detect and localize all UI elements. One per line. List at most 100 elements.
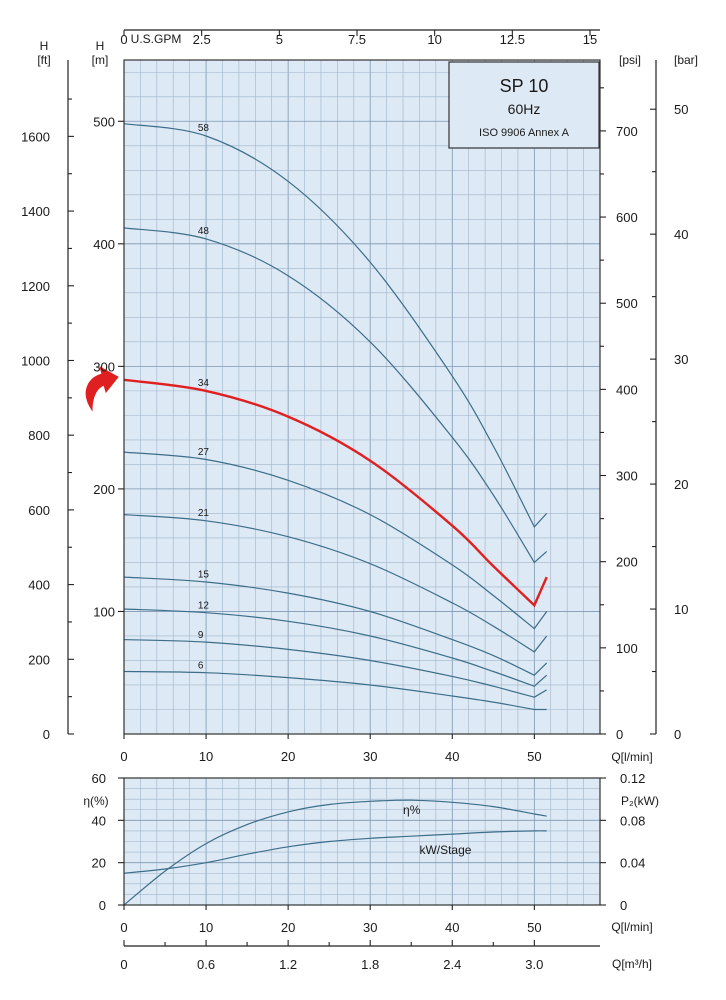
psi-unit: [psi]: [619, 53, 641, 67]
efficiency-curve-label: η%: [403, 803, 421, 817]
q-tick-label: 40: [445, 920, 459, 935]
bar-unit: [bar]: [674, 53, 698, 67]
q-tick-label: 40: [445, 749, 459, 764]
q-tick-label: 50: [527, 749, 541, 764]
p2-tick-label: 0.08: [620, 813, 645, 828]
m3h-tick-label: 3.0: [525, 957, 543, 972]
head-curve-27: [123, 451, 548, 630]
p2-tick-label: 0.12: [620, 771, 645, 786]
standard-label: ISO 9906 Annex A: [479, 127, 570, 139]
gpm-unit: U.S.GPM: [131, 32, 182, 46]
q-tick-label: 0: [120, 749, 127, 764]
psi-tick-label: 500: [616, 296, 638, 311]
upper-plot-frame: [123, 59, 601, 735]
power-curve-label: kW/Stage: [419, 843, 471, 857]
head-curve-21: [123, 514, 548, 653]
h-m-tick-label: 200: [93, 482, 115, 497]
m3h-tick-label: 0: [120, 957, 127, 972]
gpm-tick-label: 7.5: [348, 32, 366, 47]
head-curve-9: [123, 639, 548, 698]
q-tick-label: 20: [281, 920, 295, 935]
gpm-tick-label: 5: [276, 32, 283, 47]
p2-tick-label: 0.04: [620, 856, 645, 871]
frequency-label: 60Hz: [508, 101, 541, 117]
psi-tick-label: 300: [616, 469, 638, 484]
highlight-arrow-icon: [85, 365, 119, 412]
power-curve: [123, 830, 547, 874]
psi-tick-label: 200: [616, 555, 638, 570]
h-ft-tick-label: 1600: [21, 129, 50, 144]
eta-tick-label: 40: [92, 813, 106, 828]
gpm-tick-label: 10: [427, 32, 441, 47]
q-m3h-label: Q[m³/h]: [612, 957, 652, 971]
psi-tick-label: 100: [616, 641, 638, 656]
h-ft-tick-label: 600: [28, 503, 50, 518]
m3h-tick-label: 0.6: [197, 957, 215, 972]
upper-plot-background: [124, 60, 600, 734]
eta-tick-label: 20: [92, 856, 106, 871]
bar-tick-label: 0: [674, 727, 681, 742]
lower-axis-ticks: 0 10 20 30 40 50 0 20 40 60 0 0.04 0.08 0.12: [92, 771, 646, 935]
h-m-unit: [m]: [92, 53, 109, 67]
h-ft-tick-label: 800: [28, 428, 50, 443]
bar-tick-label: 10: [674, 602, 688, 617]
curve-label-34: 34: [198, 378, 210, 389]
p2-axis-label: P₂(kW): [621, 794, 659, 808]
h-ft-tick-label: 1400: [21, 204, 50, 219]
h-ft-unit: [ft]: [37, 53, 50, 67]
head-curve-48: [123, 227, 548, 564]
lower-plot-frame: [123, 777, 601, 906]
h-m-symbol: H: [96, 39, 105, 53]
head-curve-15: [123, 576, 548, 676]
h-ft-tick-label: 200: [28, 652, 50, 667]
gpm-tick-label: 12.5: [500, 32, 525, 47]
q-tick-label: 20: [281, 749, 295, 764]
h-ft-tick-label: 400: [28, 578, 50, 593]
gpm-tick-label: 0: [120, 32, 127, 47]
psi-tick-label: 400: [616, 382, 638, 397]
h-ft-tick-label: 0: [43, 727, 50, 742]
psi-tick-label: 700: [616, 124, 638, 139]
q-tick-label: 30: [363, 920, 377, 935]
bar-tick-label: 20: [674, 477, 688, 492]
psi-tick-label: 0: [616, 727, 623, 742]
m3h-axis-ticks: 0 0.6 1.2 1.8 2.4 3.0: [120, 940, 543, 972]
m3h-tick-label: 1.2: [279, 957, 297, 972]
lower-plot-grid: [123, 777, 601, 906]
q-tick-label: 10: [199, 749, 213, 764]
head-curve-58: [123, 123, 548, 528]
curve-label-21: 21: [198, 508, 210, 519]
gpm-tick-label: 2.5: [193, 32, 211, 47]
m3h-tick-label: 2.4: [443, 957, 461, 972]
curve-label-27: 27: [198, 447, 210, 458]
curve-label-9: 9: [198, 630, 204, 641]
eta-tick-label: 60: [92, 771, 106, 786]
bar-tick-label: 30: [674, 352, 688, 367]
gpm-tick-label: 15: [583, 32, 597, 47]
upper-axis-ticks: 0 10 20 30 40 5010020030040050002004006008001…: [21, 30, 688, 764]
q-lmin-lower-label: Q[l/min]: [611, 920, 652, 934]
efficiency-power-plot: η% kW/Stage: [123, 777, 601, 906]
curve-label-48: 48: [198, 226, 210, 237]
q-tick-label: 30: [363, 749, 377, 764]
curve-label-6: 6: [198, 661, 204, 672]
q-tick-label: 50: [527, 920, 541, 935]
bar-tick-label: 40: [674, 227, 688, 242]
q-lmin-upper-label: Q[l/min]: [611, 750, 652, 764]
head-curve-12: [123, 608, 548, 687]
head-curves: 58 48 34 27 21 15 12 9 6: [123, 123, 548, 711]
curve-label-15: 15: [198, 570, 210, 581]
m3h-tick-label: 1.8: [361, 957, 379, 972]
head-curve-34: [123, 378, 548, 608]
p2-tick-label: 0: [620, 898, 627, 913]
curve-label-58: 58: [198, 123, 210, 134]
head-curve-6: [123, 670, 547, 711]
q-tick-label: 10: [199, 920, 213, 935]
h-ft-tick-label: 1000: [21, 353, 50, 368]
eta-tick-label: 0: [99, 898, 106, 913]
h-m-tick-label: 400: [93, 237, 115, 252]
efficiency-power-curves: η% kW/Stage: [123, 799, 547, 906]
h-m-tick-label: 300: [93, 359, 115, 374]
bar-tick-label: 50: [674, 102, 688, 117]
